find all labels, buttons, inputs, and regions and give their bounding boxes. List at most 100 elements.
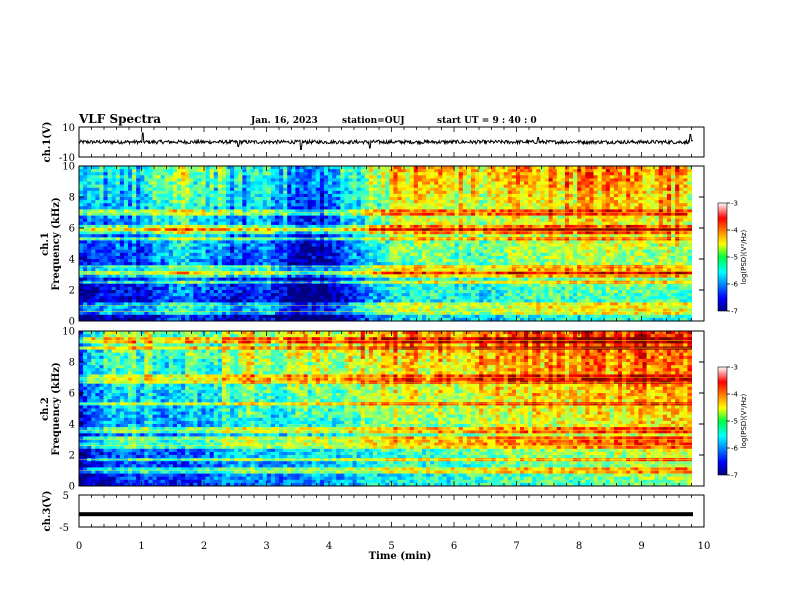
spectrogram-cell [164, 314, 170, 319]
spectrogram-cell [311, 178, 317, 182]
spectrogram-cell [389, 190, 394, 195]
spectrogram-cell [450, 317, 456, 322]
spectrogram-cell [221, 215, 227, 220]
spectrogram-cell [148, 249, 153, 254]
spectrogram-cell [144, 234, 149, 238]
spectrogram-cell [417, 178, 423, 182]
spectrogram-cell [446, 228, 452, 232]
spectrogram-cell [479, 224, 484, 229]
spectrogram-cell [107, 277, 113, 282]
spectrogram-cell [185, 293, 190, 297]
spectrogram-cell [344, 206, 349, 210]
spectrogram-cell [405, 209, 411, 213]
spectrogram-cell [279, 246, 284, 251]
spectrogram-cell [254, 203, 260, 207]
spectrogram-cell [356, 299, 362, 303]
spectrogram-cell [111, 249, 117, 254]
spectrogram-cell [381, 274, 386, 279]
spectrogram-cell [250, 190, 256, 195]
spectrogram-cell [144, 209, 149, 213]
spectrogram-cell [156, 184, 162, 189]
spectrogram-cell [393, 308, 398, 313]
spectrogram-cell [140, 277, 145, 282]
spectrogram-cell [438, 311, 443, 316]
spectrogram-cell [128, 203, 133, 207]
spectrogram-cell [156, 203, 162, 207]
spectrogram-cell [275, 296, 280, 300]
spectrogram-cell [324, 193, 329, 198]
spectrogram-cell [291, 181, 296, 186]
spectrogram-cell [332, 296, 337, 300]
spectrogram-cell [250, 218, 256, 223]
spectrogram-cell [230, 200, 235, 204]
spectrogram-cell [291, 212, 296, 217]
spectrogram-cell [275, 305, 280, 310]
spectrogram-cell [311, 166, 317, 170]
spectrogram-cell [319, 249, 325, 254]
spectrogram-cell [152, 268, 158, 272]
spectrogram-cell [115, 249, 121, 254]
spectrogram-cell [466, 197, 472, 201]
spectrogram-cell [348, 293, 354, 297]
spectrogram-cell [119, 212, 125, 217]
spectrogram-cell [426, 181, 431, 186]
spectrogram-cell [397, 200, 403, 204]
spectrogram-cell [217, 246, 223, 251]
spectrogram-cell [128, 181, 133, 186]
spectrogram-cell [128, 231, 133, 235]
spectrogram-cell [307, 271, 313, 275]
spectrogram-cell [360, 246, 366, 251]
spectrogram-cell [111, 262, 117, 266]
spectrogram-cell [381, 175, 386, 179]
spectrogram-cell [458, 293, 464, 297]
spectrogram-cell [177, 224, 182, 229]
spectrogram-cell [438, 317, 443, 322]
spectrogram-cell [422, 277, 427, 282]
spectrogram-cell [197, 305, 202, 310]
spectrogram-cell [279, 283, 284, 288]
spectrogram-cell [356, 203, 362, 207]
spectrogram-cell [128, 259, 133, 263]
spectrogram-cell [160, 203, 166, 207]
spectrogram-cell [328, 215, 333, 220]
spectrogram-cell [181, 215, 186, 220]
spectrogram-cell [242, 209, 247, 213]
spectrogram-cell [189, 277, 194, 282]
spectrogram-cell [446, 169, 452, 173]
spectrogram-cell [107, 240, 113, 244]
spectrogram-cell [319, 218, 325, 223]
spectrogram-cell [87, 252, 92, 257]
spectrogram-cell [103, 172, 109, 176]
spectrogram-cell [471, 175, 476, 179]
spectrogram-cell [217, 283, 223, 288]
spectrogram-cell [417, 172, 423, 176]
spectrogram-cell [438, 178, 443, 182]
spectrogram-cell [230, 212, 235, 217]
spectrogram-cell [279, 268, 284, 272]
spectrogram-cell [479, 181, 484, 186]
spectrogram-cell [426, 231, 431, 235]
spectrogram-cell [115, 240, 121, 244]
spectrogram-cell [422, 184, 427, 189]
spectrogram-cell [446, 274, 452, 279]
spectrogram-cell [303, 234, 309, 238]
spectrogram-cell [454, 166, 460, 170]
spectrogram-cell [152, 296, 158, 300]
spectrogram-cell [123, 255, 129, 260]
spectrogram-cell [393, 184, 398, 189]
spectrogram-cell [242, 234, 247, 238]
spectrogram-cell [352, 249, 358, 254]
spectrogram-cell [107, 184, 113, 189]
spectrogram-cell [283, 255, 288, 260]
spectrogram-cell [103, 283, 109, 288]
spectrogram-cell [458, 305, 464, 310]
spectrogram-cell [250, 305, 256, 310]
spectrogram-cell [107, 218, 113, 223]
spectrogram-cell [242, 181, 247, 186]
spectrogram-cell [381, 317, 386, 322]
spectrogram-cell [393, 218, 398, 223]
spectrogram-cell [324, 234, 329, 238]
spectrogram-cell [193, 203, 198, 207]
spectrogram-cell [275, 311, 280, 316]
spectrogram-cell [409, 252, 415, 257]
